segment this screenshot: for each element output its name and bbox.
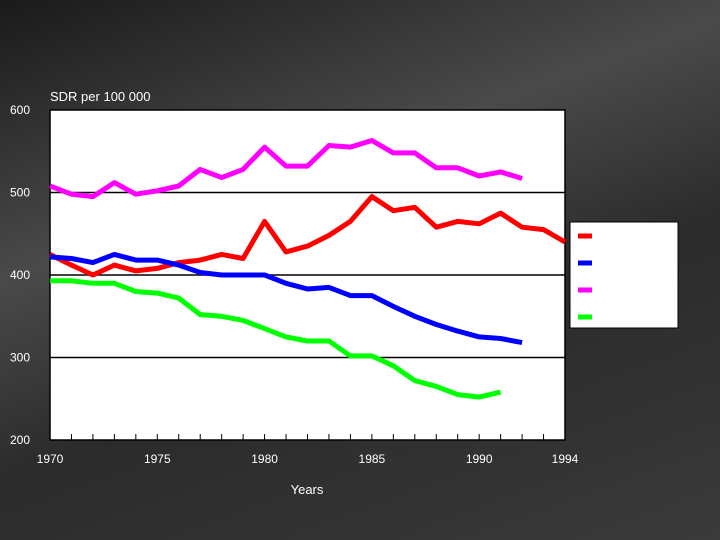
- series-line-poland: [48, 194, 567, 278]
- x-tick-label-1990: 1990: [466, 452, 493, 466]
- x-tick-label-1994: 1994: [552, 452, 579, 466]
- x-tick-label-1975: 1975: [144, 452, 171, 466]
- y-tick-label-300: 300: [10, 351, 30, 365]
- legend-label-poland: Poland: [597, 228, 637, 243]
- legend-label-europe: Europe: [597, 255, 639, 270]
- series-line-europe: [49, 251, 523, 346]
- series-lines: [48, 138, 567, 400]
- legend-label-eu: EU: [597, 309, 615, 324]
- y-axis-label: SDR per 100 000: [50, 89, 150, 104]
- series-line-cee: [49, 138, 523, 200]
- x-axis-tick-labels: 1970 1975 1980 1985 1990 1994: [37, 452, 579, 466]
- x-tick-label-1985: 1985: [359, 452, 386, 466]
- y-tick-label-500: 500: [10, 186, 30, 200]
- legend-label-cee: CEE: [597, 282, 624, 297]
- legend-box: [569, 221, 679, 329]
- x-axis-ticks: [49, 434, 566, 440]
- x-axis-label: Years: [291, 482, 324, 497]
- y-tick-label-600: 600: [10, 103, 30, 117]
- x-tick-label-1980: 1980: [251, 452, 278, 466]
- y-tick-label-400: 400: [10, 268, 30, 282]
- y-tick-label-200: 200: [10, 433, 30, 447]
- series-line-eu: [50, 278, 502, 400]
- legend: Poland Europe CEE EU: [569, 221, 679, 329]
- y-axis-tick-labels: 200 300 400 500 600: [10, 103, 30, 447]
- x-tick-label-1970: 1970: [37, 452, 64, 466]
